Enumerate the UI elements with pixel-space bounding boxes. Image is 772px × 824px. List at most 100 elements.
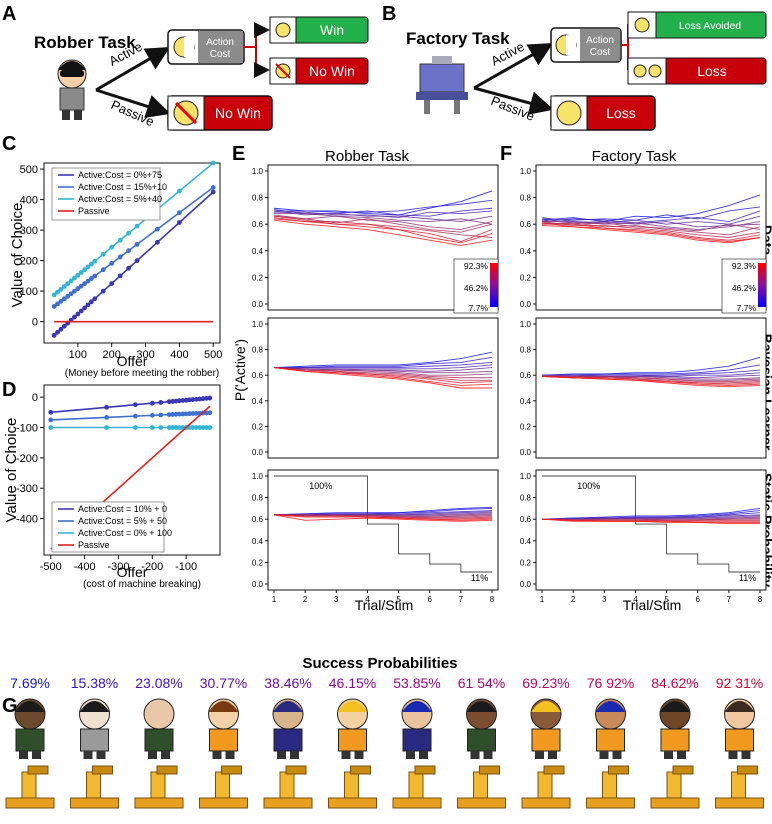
x-tick-label: 400 [170, 349, 188, 361]
character-icon [208, 698, 239, 759]
character-shirt [725, 728, 754, 752]
y-tick-label: 100 [20, 286, 38, 298]
character-icon [401, 698, 433, 759]
y-tick-label: 1.0 [252, 167, 264, 176]
y-tick-label: 0.0 [252, 580, 264, 589]
y-tick-label: 0.6 [252, 515, 264, 524]
machine-head [27, 765, 49, 775]
y-tick-label: 0.4 [252, 537, 264, 546]
data-point [207, 410, 213, 416]
character-leg [212, 751, 222, 759]
trajectory-line [274, 514, 493, 518]
y-tick-label: 0.0 [520, 580, 532, 589]
trajectory-line [542, 376, 761, 383]
chart-d-xlabel: Offer [117, 564, 148, 580]
character-hat [402, 701, 432, 712]
character-icon [466, 698, 497, 759]
data-point [149, 425, 155, 430]
panel-letter-e: E [232, 143, 245, 165]
data-point [149, 400, 155, 406]
data-point [65, 281, 71, 287]
data-point [88, 299, 94, 305]
y-tick-label: 0.6 [520, 371, 532, 380]
x-tick-label: 4 [365, 595, 370, 604]
machine-icon [70, 765, 119, 809]
character-leg [406, 751, 415, 759]
character-shirt [144, 728, 174, 752]
trajectory-line [541, 356, 761, 376]
data-point [154, 239, 160, 245]
data-point [190, 411, 196, 416]
data-point [109, 260, 115, 266]
data-point [117, 237, 123, 243]
y-tick-label: 0.2 [520, 558, 532, 567]
x-tick-label: -400 [74, 561, 96, 573]
x-tick-label: 100 [69, 349, 87, 361]
data-point [88, 261, 94, 267]
x-tick-label: 3 [334, 595, 339, 604]
success-prob-label: 15.38% [71, 675, 118, 691]
trajectory-line [541, 210, 761, 224]
y-tick-label: 0.6 [252, 371, 264, 380]
data-point [126, 230, 132, 236]
trajectory-line [273, 215, 493, 233]
data-point [170, 412, 176, 417]
data-point [51, 292, 57, 298]
success-prob-label: 84.62% [651, 675, 698, 691]
data-point [207, 425, 213, 430]
trajectory-line [273, 351, 493, 368]
data-point [104, 415, 110, 420]
character-hat [79, 701, 110, 712]
machine-base [263, 797, 313, 809]
character-icon [659, 698, 691, 759]
data-point [51, 304, 57, 309]
machine-base [199, 797, 248, 809]
machine-head [156, 765, 178, 775]
colorbar-label: 92.3% [732, 261, 757, 271]
character-hat [595, 701, 626, 712]
x-tick-label: 6 [427, 595, 432, 604]
legend-entry: Active:Cost = 0% + 100 [78, 528, 172, 538]
data-point [173, 411, 179, 417]
y-tick-label: 0.0 [252, 448, 264, 457]
machine-base [457, 797, 506, 809]
character-shirt [467, 728, 496, 752]
subplot-frame [267, 469, 499, 591]
machine-arm [537, 771, 553, 799]
data-point [72, 288, 77, 294]
legend-entry: Passive [78, 540, 110, 550]
x-tick-label: 7 [727, 595, 732, 604]
data-point [75, 272, 81, 278]
robber-icon [57, 59, 87, 120]
y-tick-label: 0.8 [520, 494, 532, 503]
x-tick-label: 8 [490, 595, 495, 604]
robber-nowin-passive-label: No Win [215, 105, 261, 121]
character-leg [741, 751, 751, 759]
character-leg [548, 751, 557, 759]
character-leg [32, 751, 41, 759]
x-tick-label: 1 [272, 595, 277, 604]
data-point [134, 258, 140, 264]
data-point [78, 283, 84, 289]
data-point [58, 298, 64, 304]
success-prob-label: 7.69% [10, 675, 50, 691]
x-tick-label: -500 [40, 561, 62, 573]
x-tick-label: 2 [303, 595, 308, 604]
data-point [78, 308, 84, 314]
machine-arm [86, 771, 101, 799]
x-tick-label: -100 [175, 561, 197, 573]
legend-entry: Active:Cost = 0%+75 [78, 170, 162, 180]
panel-a: A Robber Task Active Passive Action Cost [2, 3, 369, 131]
y-tick-label: 200 [20, 256, 38, 268]
machine-icon [521, 765, 571, 809]
trajectory-line [274, 361, 493, 368]
panel-letter-f: F [500, 143, 512, 165]
data-point [149, 412, 155, 418]
colorbar [758, 263, 766, 307]
y-tick-label: 0.6 [252, 220, 264, 229]
character-shirt [15, 728, 45, 752]
success-prob-label: 53.85% [393, 675, 440, 691]
character-shirt [338, 728, 367, 752]
machine-arm [408, 771, 424, 799]
data-point [61, 284, 67, 289]
